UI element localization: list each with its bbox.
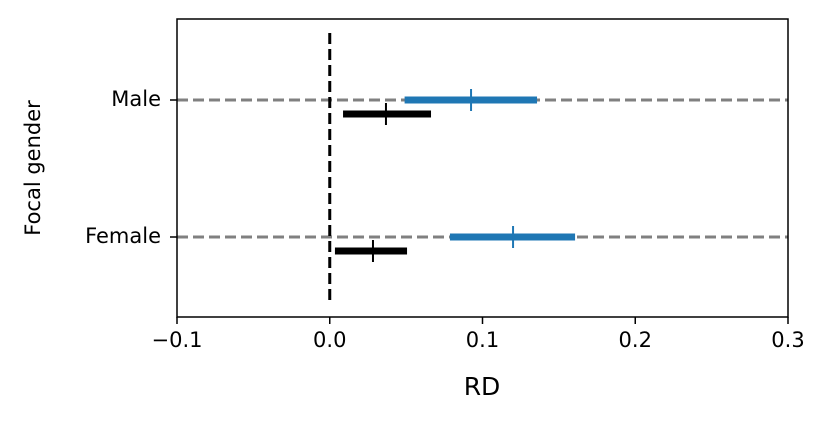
x-tick-label: 0.0 xyxy=(313,328,346,352)
y-tick-label: Male xyxy=(111,87,161,111)
x-tick-label: −0.1 xyxy=(152,328,203,352)
x-tick-label: 0.1 xyxy=(466,328,499,352)
y-tick-label: Female xyxy=(85,224,161,248)
x-axis-label: RD xyxy=(464,372,501,401)
y-axis-label: Focal gender xyxy=(21,100,45,236)
plot-frame xyxy=(176,18,789,318)
x-tick-label: 0.2 xyxy=(619,328,652,352)
x-tick-label: 0.3 xyxy=(771,328,804,352)
